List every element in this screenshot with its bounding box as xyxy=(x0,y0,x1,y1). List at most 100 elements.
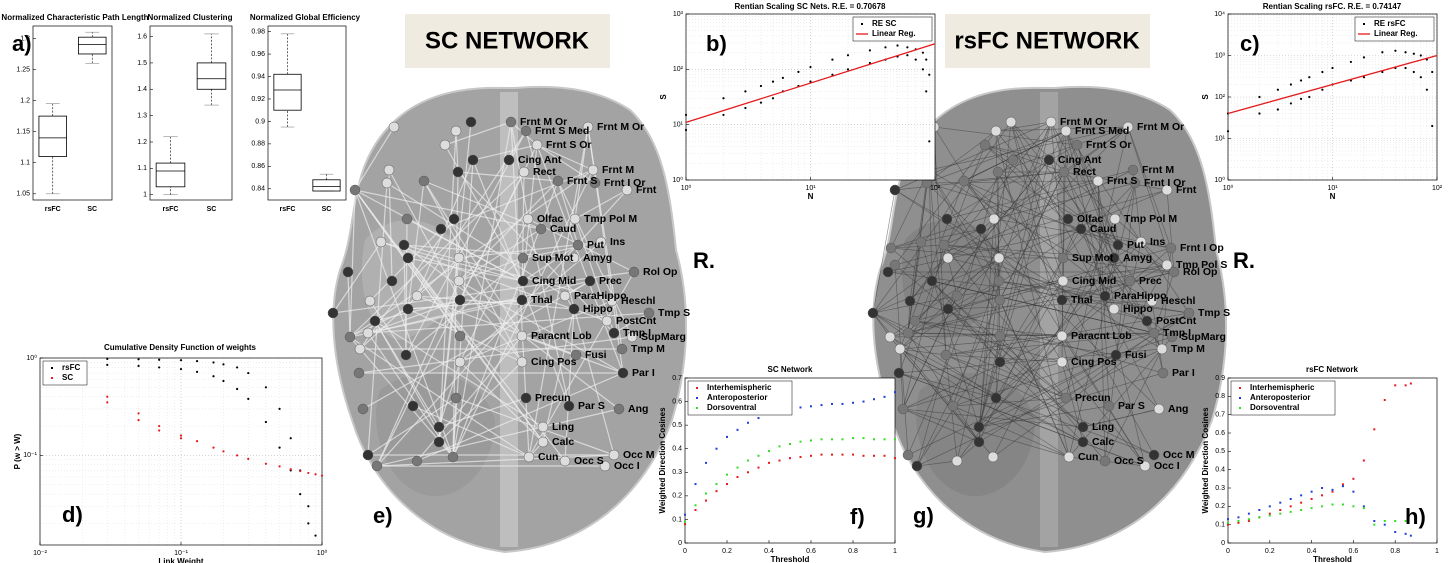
network-node xyxy=(453,167,463,177)
network-node xyxy=(523,214,533,224)
network-node xyxy=(1158,368,1168,378)
point xyxy=(247,458,249,460)
point xyxy=(1413,53,1415,55)
point xyxy=(1352,478,1354,480)
point xyxy=(1363,460,1365,462)
y-tick-label: 10¹ xyxy=(673,122,684,129)
region-label: Heschl xyxy=(1161,295,1196,307)
region-label: Rect xyxy=(533,166,556,178)
point xyxy=(789,457,791,459)
point xyxy=(1311,498,1313,500)
point xyxy=(212,447,214,449)
point xyxy=(314,534,316,536)
point xyxy=(1350,61,1352,63)
y-tick-label: 10² xyxy=(673,66,684,73)
y-tick-label: 1.2 xyxy=(137,139,147,146)
y-tick-label: 0.94 xyxy=(251,73,265,80)
point xyxy=(737,429,739,431)
network-node xyxy=(995,357,1005,367)
network-node xyxy=(609,450,619,460)
region-label: Caud xyxy=(550,223,576,235)
point xyxy=(1321,71,1323,73)
region-label: SupMarg xyxy=(641,331,686,343)
point xyxy=(863,455,865,457)
network-node xyxy=(952,291,962,301)
y-tick-label: 10³ xyxy=(673,11,684,18)
point xyxy=(873,455,875,457)
point xyxy=(922,68,924,70)
network-node xyxy=(455,331,465,341)
panel-label: c) xyxy=(1240,31,1260,56)
x-tick-label: 10⁰ xyxy=(317,549,328,557)
network-node xyxy=(376,237,386,247)
point xyxy=(768,450,770,452)
point xyxy=(884,46,886,48)
y-tick-label: 0.92 xyxy=(251,96,265,103)
region-label: Calc xyxy=(1092,436,1114,448)
y-tick-label: 0.3 xyxy=(1215,485,1225,492)
region-label: Frnt S Med xyxy=(535,125,589,137)
chart-title: Rentian Scaling SC Nets. R.E. = 0.70678 xyxy=(735,2,887,11)
region-label: Cun xyxy=(538,451,558,463)
network-node xyxy=(355,344,365,354)
region-label: Hippo xyxy=(583,303,613,315)
point xyxy=(779,445,781,447)
point xyxy=(842,454,844,456)
legend-swatch xyxy=(696,387,698,389)
point xyxy=(705,500,707,502)
legend-label: RE rsFC xyxy=(1374,19,1406,28)
region-label: Frnt M Or xyxy=(1137,121,1184,133)
point xyxy=(1290,505,1292,507)
point xyxy=(789,443,791,445)
point xyxy=(212,361,214,363)
network-node xyxy=(350,185,360,195)
point xyxy=(800,406,802,408)
point xyxy=(695,504,697,506)
region-label: Occ I xyxy=(614,460,640,472)
brain-title: SC NETWORK xyxy=(425,27,590,54)
network-node xyxy=(387,276,397,286)
region-label: Tmp M xyxy=(1171,343,1205,355)
region-label: Frnt S Or xyxy=(546,139,592,151)
y-tick-label: 10² xyxy=(1215,94,1226,101)
network-node xyxy=(1046,117,1056,127)
network-node xyxy=(345,332,355,342)
point xyxy=(772,81,774,83)
point xyxy=(158,429,160,431)
point xyxy=(196,440,198,442)
network-node xyxy=(1142,316,1152,326)
y-tick-label: 10³ xyxy=(1215,52,1226,59)
point xyxy=(1405,533,1407,535)
plot-area xyxy=(268,26,346,200)
panel-label: g) xyxy=(913,503,934,528)
point xyxy=(1332,489,1334,491)
network-node xyxy=(412,456,422,466)
x-tick-label: 0 xyxy=(1226,548,1230,555)
network-node xyxy=(1057,295,1067,305)
legend-label: SC xyxy=(62,373,73,382)
point xyxy=(1384,520,1386,522)
region-label: Thal xyxy=(1071,294,1093,306)
network-node xyxy=(518,276,528,286)
network-node xyxy=(898,404,908,414)
y-tick-label: 0.4 xyxy=(1215,467,1225,474)
point xyxy=(852,402,854,404)
network-node xyxy=(941,350,951,360)
network-node xyxy=(519,167,529,177)
point xyxy=(106,358,108,360)
point xyxy=(1300,98,1302,100)
x-tick-label: SC xyxy=(87,206,97,213)
x-tick-label: 10¹ xyxy=(805,185,816,192)
point xyxy=(1300,502,1302,504)
x-tick-label: SC xyxy=(207,206,217,213)
network-node xyxy=(943,304,953,314)
point xyxy=(821,438,823,440)
network-node xyxy=(614,404,624,414)
point xyxy=(222,363,224,365)
region-label: Frnt S xyxy=(567,175,597,187)
y-tick-label: 0.2 xyxy=(1215,503,1225,510)
x-tick-label: rsFC xyxy=(163,206,179,213)
y-tick-label: 0.1 xyxy=(672,516,682,523)
point xyxy=(1426,89,1428,91)
point xyxy=(247,372,249,374)
